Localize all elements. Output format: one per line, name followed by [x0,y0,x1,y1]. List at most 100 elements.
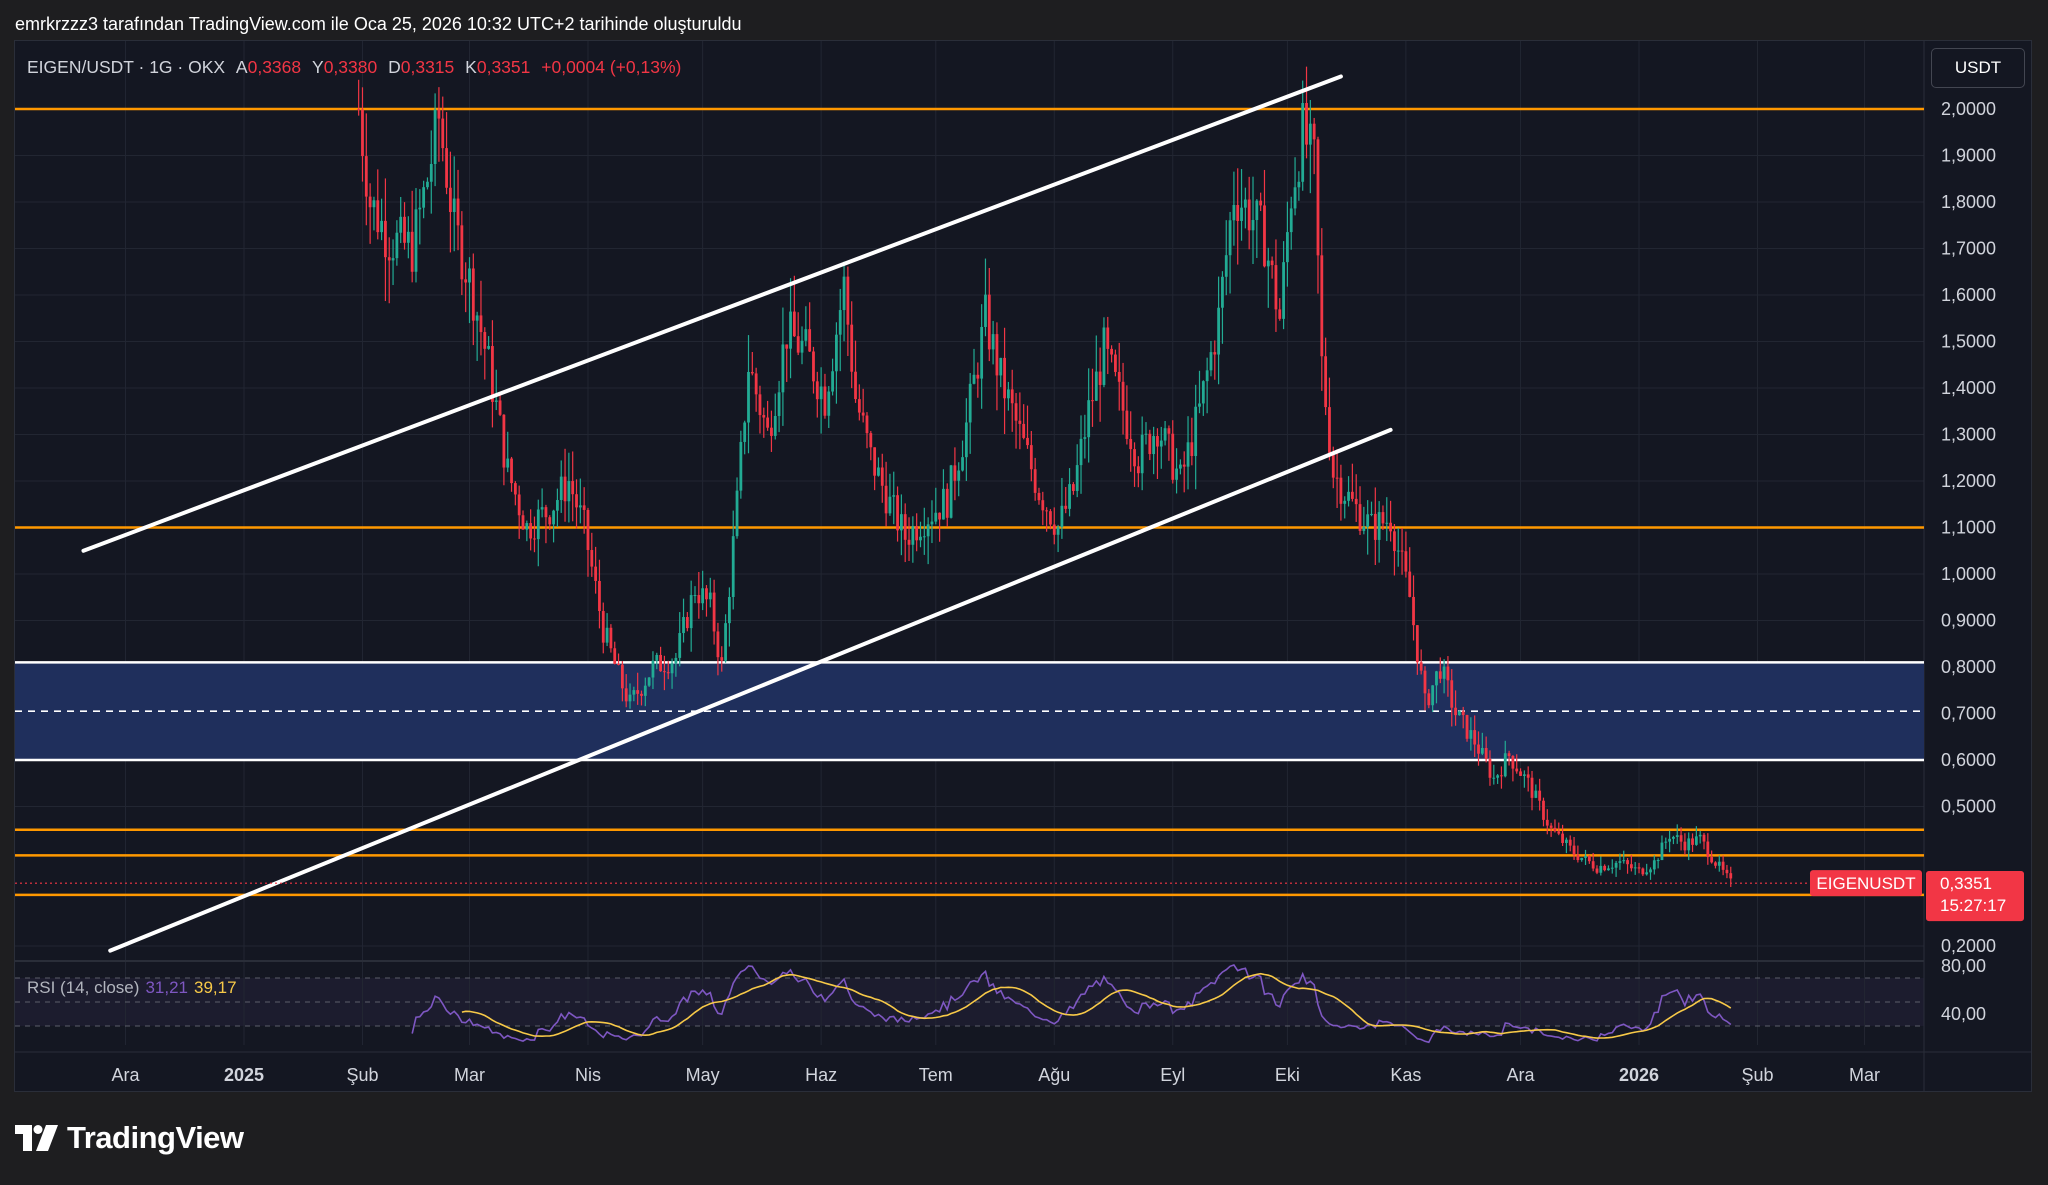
candle-body [1213,352,1217,355]
time-tick-label: Mar [454,1065,485,1085]
candle-body [835,334,838,372]
candle-body [1607,868,1610,871]
candle-body [452,198,456,213]
candle-body [1530,777,1534,798]
candle-body [1710,857,1714,863]
candle-body [1366,514,1370,528]
candle-body [812,351,815,382]
candle-body [1565,839,1568,843]
legend-symbol[interactable]: EIGEN/USDT · 1G · OKX [27,57,226,77]
candle-body [1350,491,1354,499]
rsi-tick-label: 80,00 [1941,956,1986,976]
candle-body [1347,491,1350,501]
currency-button[interactable]: USDT [1931,48,2025,88]
last-price-tag-text: 0,3351 [1940,874,1992,893]
candle-body [907,539,911,545]
candle-body [1343,500,1347,504]
candle-body [601,611,605,643]
candle-body [1266,260,1270,267]
rsi-value: 31,21 [145,978,188,997]
candle-body [1702,834,1706,842]
candle-body [590,550,594,567]
trendlines[interactable] [81,74,1393,953]
candle-body [1526,774,1530,778]
candle-body [1255,200,1259,221]
candle-body [1270,260,1274,266]
candle-body [792,311,796,337]
candle-body [1156,436,1159,447]
candle-body [1236,205,1240,221]
candle-body [395,232,399,259]
candle-body [1022,423,1026,438]
candle-body [915,526,919,541]
candle-body [1473,730,1477,745]
rsi-pane: 80,00 40,00 [15,956,1986,1044]
chart-frame[interactable] [14,40,2032,1092]
price-tick-label: 0,5000 [1941,797,1996,817]
rsi-label[interactable]: RSI (14, close) [27,978,140,997]
candle-body [479,315,483,333]
legend-high-value: 0,3380 [323,57,378,77]
candle-body [651,660,655,678]
candle-body [1320,255,1324,357]
candle-body [980,326,984,379]
candle-body [1182,464,1186,467]
candle-body [682,617,685,634]
candle-body [655,654,659,661]
price-tick-label: 0,2000 [1941,936,1996,956]
candle-body [1446,666,1450,681]
candle-body [624,688,628,702]
legend-low-value: 0,3315 [400,57,455,77]
candle-body [1679,835,1683,842]
candle-body [506,458,510,468]
candle-body [957,470,961,481]
candle-body [456,198,460,226]
candle-body [498,400,502,415]
candle-body [1500,775,1503,777]
candle-body [1083,437,1087,439]
time-tick-label: Ara [1507,1065,1536,1085]
candle-body [1098,371,1102,385]
candle-body [789,311,792,349]
candle-body [727,597,731,624]
candle-body [708,592,712,600]
candle-body [1037,492,1041,501]
candle-body [1071,484,1075,491]
candle-body [674,657,678,664]
legend-high-label: Y [312,57,324,77]
candle-body [663,671,666,673]
candle-body [922,536,926,538]
candle-body [701,588,705,604]
candle-body [1251,220,1255,231]
candle-body [999,357,1003,376]
candle-body [888,496,892,514]
candle-body [1159,440,1163,447]
candle-body [1549,825,1553,828]
candle-body [586,509,590,551]
candle-body [1698,834,1702,837]
candle-body [938,512,942,520]
legend-open-label: A [235,57,248,77]
candle-body [1629,864,1633,869]
candle-body [1672,836,1675,839]
price-axis[interactable]: 2,0000 1,9000 1,8000 1,7000 1,6000 1,5000 1,40… [1941,99,1996,956]
time-axis[interactable]: Ara 2025 Şub Mar Nis May Haz Tem Ağu Eyl Eki Kas Ara… [112,1065,1881,1085]
candle-body [426,181,429,188]
candle-body [1178,464,1182,469]
candle-body [1652,860,1656,870]
candle-body [854,371,857,400]
price-tick-label: 1,9000 [1941,146,1996,166]
candle-body [1049,511,1052,525]
price-chart[interactable]: 80,00 40,00 2,0000 1,9000 1,8000 1,7000 1,600… [0,0,2048,1100]
tradingview-logo-icon [15,1125,58,1151]
candle-body [1477,744,1480,754]
candle-body [376,200,380,233]
candle-body [1247,199,1251,231]
candle-body [1584,855,1587,858]
candle-body [1064,505,1068,509]
candle-body [406,231,410,243]
candle-body [1358,504,1362,531]
candle-body [1515,768,1519,772]
candle-body [1144,433,1148,435]
tradingview-logo[interactable]: TradingView [15,1120,244,1156]
